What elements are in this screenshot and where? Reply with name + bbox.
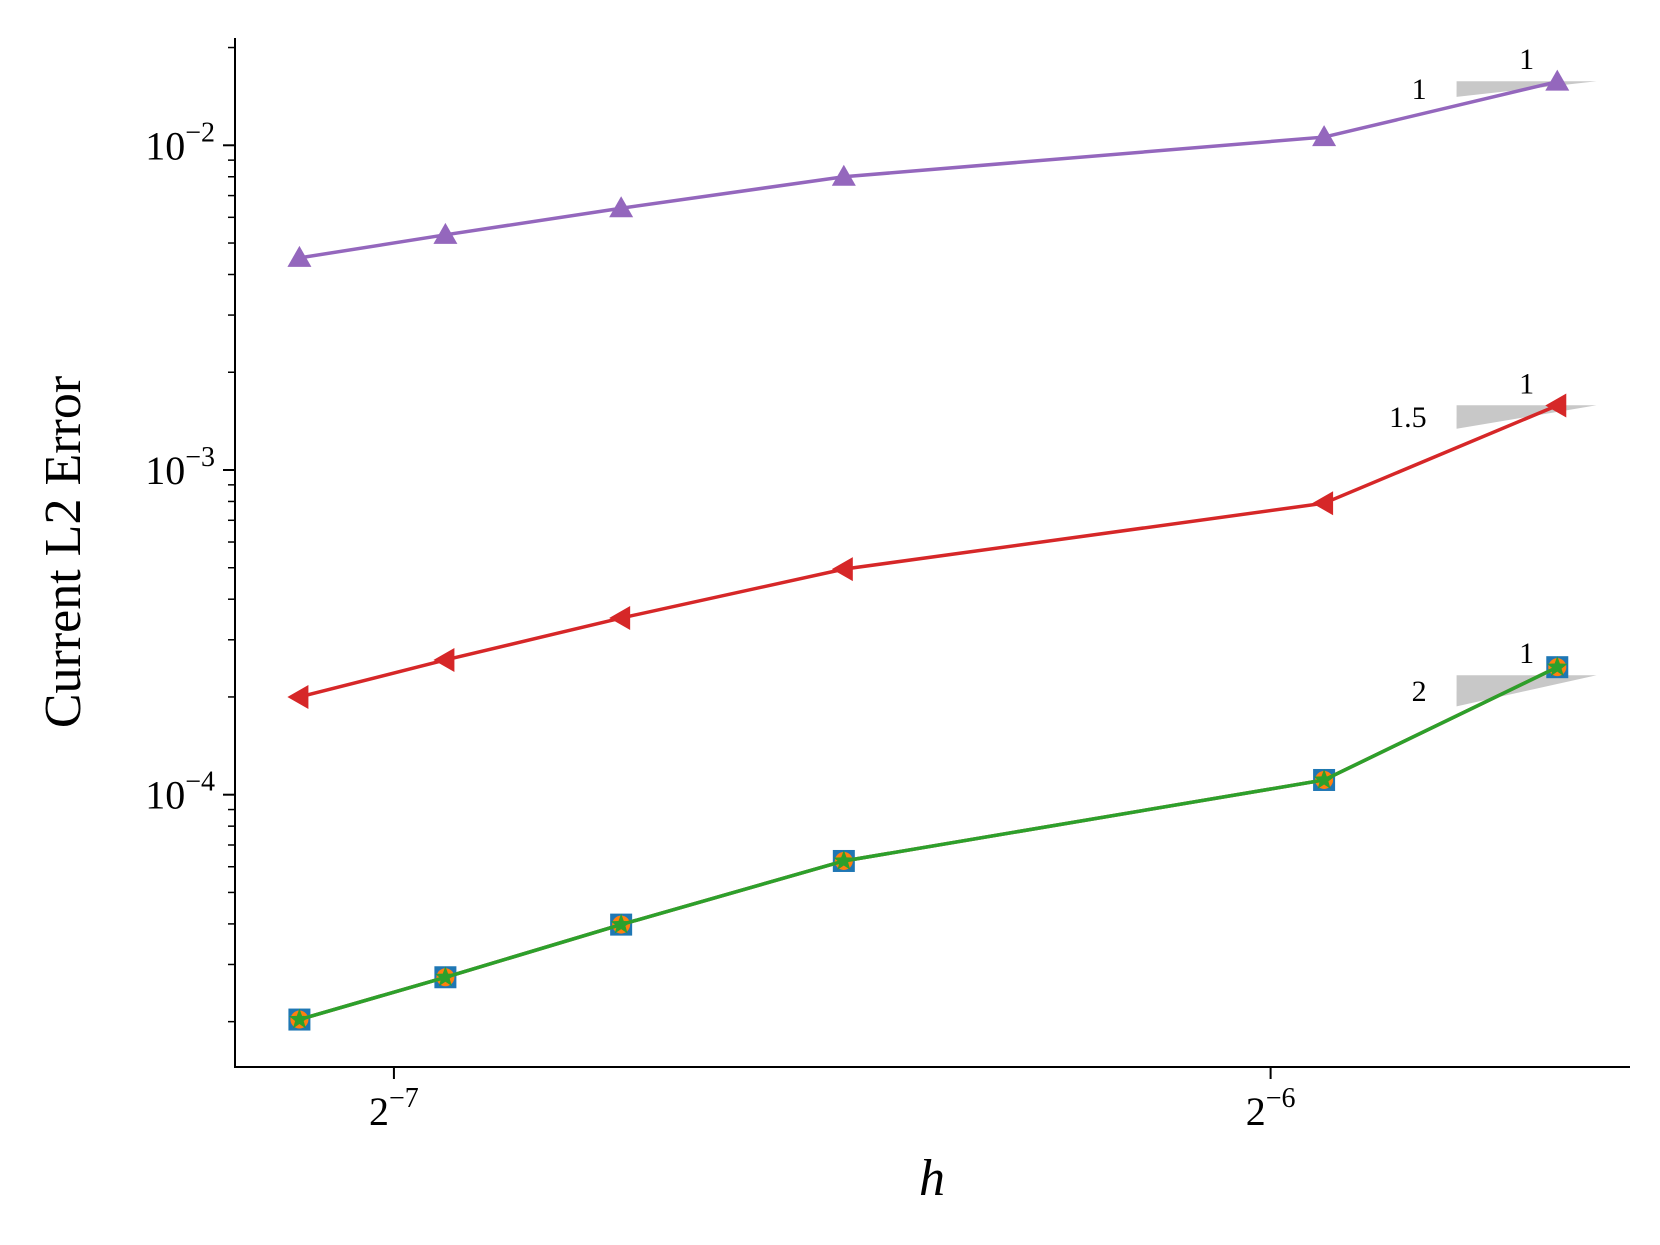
data-point xyxy=(1312,125,1337,147)
slope-run-label: 1 xyxy=(1519,367,1534,400)
slope-rise-label: 1.5 xyxy=(1389,401,1427,434)
slope-triangle xyxy=(1456,81,1597,97)
slope-triangle xyxy=(1456,675,1597,707)
series-line xyxy=(298,403,1558,699)
series-3 xyxy=(290,658,1567,1029)
slope-run-label: 1 xyxy=(1519,637,1534,670)
data-point xyxy=(287,245,312,267)
data-point xyxy=(1546,656,1568,677)
slope-rise-label: 2 xyxy=(1412,675,1427,708)
slope-rise-label: 1 xyxy=(1412,73,1427,106)
plot-area xyxy=(234,38,1630,1068)
slope-triangles: 1 1 1 1.5 1 2 xyxy=(1389,43,1597,708)
x-axis-label: h xyxy=(919,1150,945,1207)
series-line xyxy=(298,665,1559,1022)
data-point xyxy=(1545,69,1570,91)
data-point xyxy=(1545,393,1567,418)
data-point xyxy=(609,196,634,218)
data-point xyxy=(1312,491,1334,516)
y-ticks: 10−2 10−3 10−4 xyxy=(145,117,235,818)
data-point xyxy=(610,913,632,934)
data-point xyxy=(833,849,855,870)
y-tick-label: 10−3 xyxy=(145,442,215,493)
data-point xyxy=(831,557,853,582)
data-point xyxy=(831,164,856,186)
series-2 xyxy=(288,656,1569,1031)
x-tick-label: 2−7 xyxy=(369,1083,419,1134)
series-line xyxy=(299,79,1558,260)
series-1 xyxy=(287,393,1567,709)
data-point xyxy=(609,606,631,631)
series-line xyxy=(298,665,1559,1022)
slope-run-label: 1 xyxy=(1519,43,1534,76)
series-0 xyxy=(287,69,1570,267)
series-4 xyxy=(288,656,1568,1029)
x-ticks: 2−7 2−6 xyxy=(369,1067,1296,1134)
series-line xyxy=(298,665,1559,1022)
y-tick-label: 10−2 xyxy=(145,117,215,168)
y-minor-ticks xyxy=(228,46,235,1023)
data-point xyxy=(287,684,309,709)
y-axis-label: Current L2 Error xyxy=(35,376,92,728)
data-point xyxy=(433,647,455,672)
series-layer xyxy=(287,69,1570,1031)
data-point xyxy=(434,966,456,987)
y-tick-label: 10−4 xyxy=(145,767,215,818)
x-tick-label: 2−6 xyxy=(1246,1083,1296,1134)
data-point xyxy=(433,222,458,244)
data-point xyxy=(1313,768,1335,789)
data-point xyxy=(288,1008,310,1029)
